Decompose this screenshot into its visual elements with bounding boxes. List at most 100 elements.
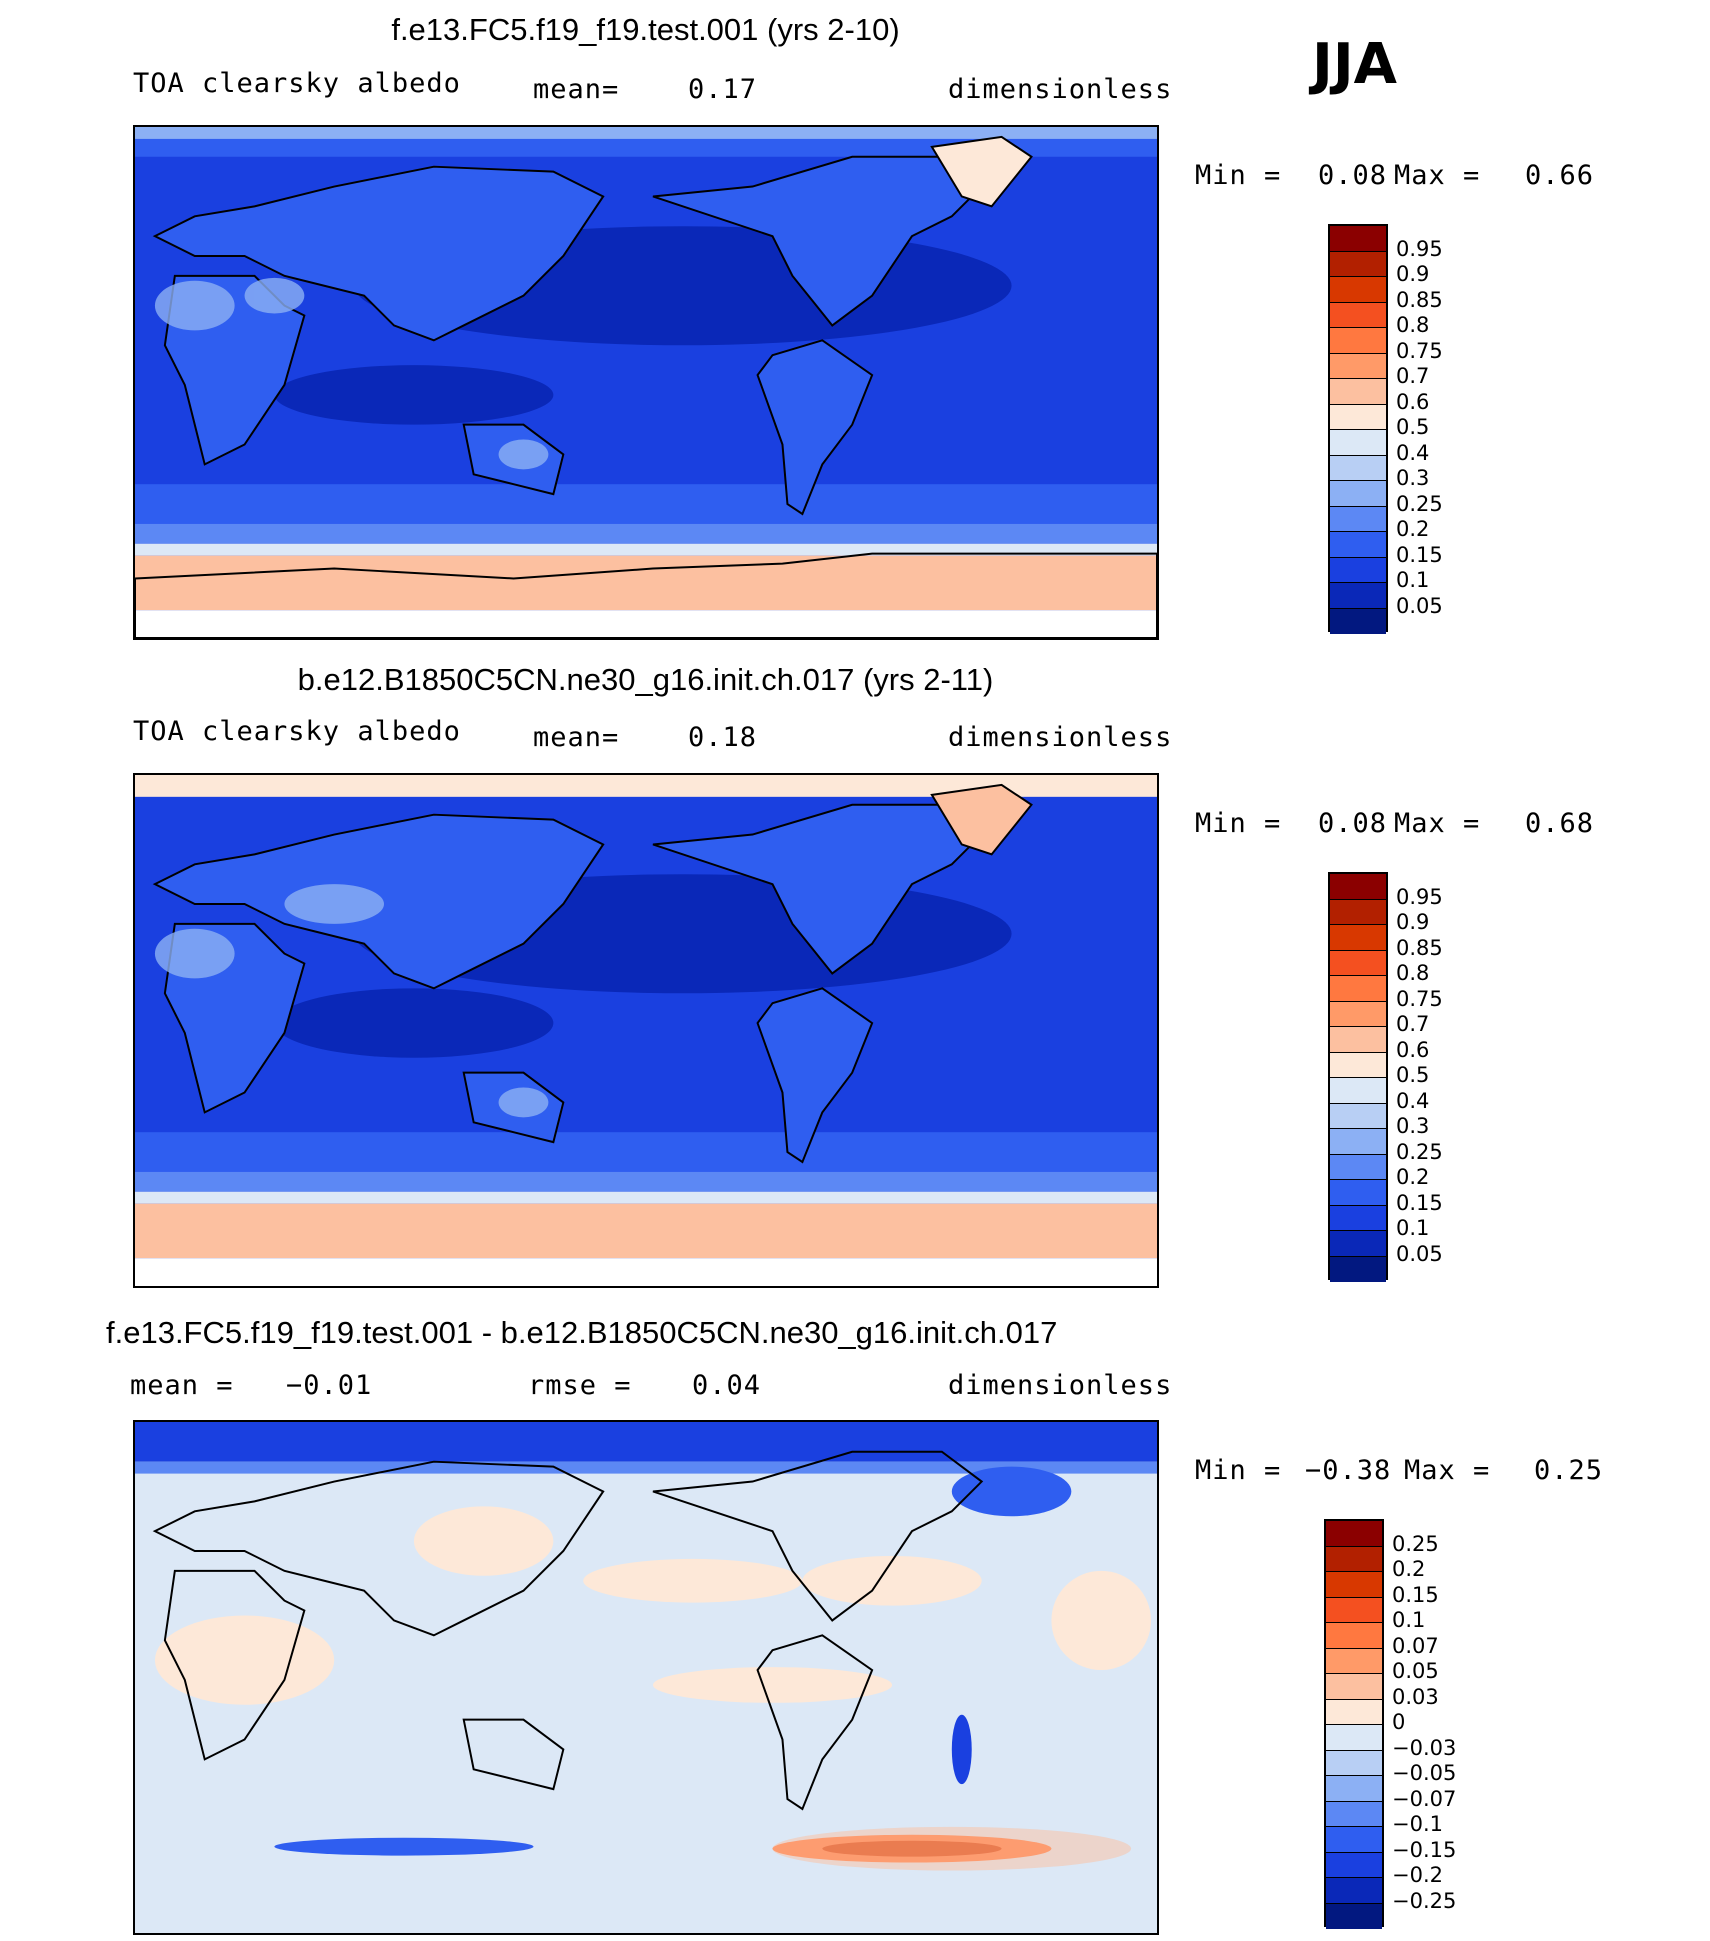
colorbar-box xyxy=(1326,1597,1382,1623)
colorbar-tick-label: 0.5 xyxy=(1396,1063,1430,1087)
panel-1-map xyxy=(133,125,1159,640)
colorbar-box xyxy=(1326,1674,1382,1700)
colorbar-box xyxy=(1326,1903,1382,1929)
colorbar-box xyxy=(1330,506,1386,532)
colorbar-tick-label: −0.07 xyxy=(1392,1786,1457,1811)
colorbar-tick-label: 0.25 xyxy=(1392,1531,1439,1556)
colorbar-tick-label: 0.95 xyxy=(1396,884,1443,909)
colorbar-tick-label: 0.4 xyxy=(1396,440,1430,465)
colorbar-tick-label: 0.8 xyxy=(1396,961,1430,985)
colorbar-tick-label: −0.15 xyxy=(1392,1837,1457,1862)
colorbar-box xyxy=(1326,1827,1382,1853)
panel-2-mean-value: 0.18 xyxy=(688,722,758,753)
panel-3-max-label: Max = xyxy=(1404,1455,1491,1486)
panel-1-colorbar xyxy=(1328,224,1388,634)
colorbar-tick-label: 0.05 xyxy=(1396,593,1443,618)
colorbar-tick-label: 0.3 xyxy=(1396,1114,1430,1138)
colorbar-tick-label: 0 xyxy=(1392,1710,1406,1734)
colorbar-tick-label: 0.2 xyxy=(1396,1165,1430,1189)
colorbar-box xyxy=(1330,874,1386,900)
colorbar-tick-label: −0.03 xyxy=(1392,1735,1457,1760)
colorbar-tick-label: 0.15 xyxy=(1396,542,1443,567)
colorbar-box xyxy=(1330,1205,1386,1231)
colorbar-tick-label: 0.3 xyxy=(1396,466,1430,490)
panel-1-field-label: TOA clearsky albedo xyxy=(133,68,461,99)
colorbar-tick-label: 0.7 xyxy=(1396,364,1430,388)
colorbar-tick-label: 0.6 xyxy=(1396,1037,1430,1062)
panel-3-map xyxy=(133,1420,1159,1935)
colorbar-tick-label: 0.25 xyxy=(1396,491,1443,516)
colorbar-box xyxy=(1330,608,1386,634)
colorbar-box xyxy=(1330,455,1386,481)
colorbar-box xyxy=(1330,226,1386,252)
panel-3-mean-value: −0.01 xyxy=(286,1370,373,1401)
colorbar-tick-label: 0.1 xyxy=(1392,1608,1426,1632)
panel-1-min-label: Min = xyxy=(1195,160,1282,191)
colorbar-box xyxy=(1326,1521,1382,1547)
panel-3-title: f.e13.FC5.f19_f19.test.001 - b.e12.B1850… xyxy=(106,1315,1058,1350)
colorbar-tick-label: 0.7 xyxy=(1396,1012,1430,1036)
colorbar-tick-label: −0.1 xyxy=(1392,1812,1443,1836)
colorbar-tick-label: 0.5 xyxy=(1396,415,1430,439)
colorbar-tick-label: 0.15 xyxy=(1392,1582,1439,1607)
colorbar-tick-label: 0.75 xyxy=(1396,986,1443,1011)
panel-1-min-value: 0.08 xyxy=(1318,160,1388,191)
colorbar-tick-label: −0.05 xyxy=(1392,1761,1457,1785)
colorbar-box xyxy=(1330,557,1386,583)
colorbar-tick-label: −0.25 xyxy=(1392,1888,1457,1913)
colorbar-box xyxy=(1326,1572,1382,1598)
panel-1-mean-value: 0.17 xyxy=(688,74,758,105)
colorbar-tick-label: 0.03 xyxy=(1392,1684,1439,1709)
colorbar-box xyxy=(1330,481,1386,507)
colorbar-box xyxy=(1326,1852,1382,1878)
panel-3-mean-label: mean = xyxy=(130,1370,234,1401)
colorbar-tick-label: 0.4 xyxy=(1396,1088,1430,1113)
colorbar-box xyxy=(1326,1801,1382,1827)
colorbar-box xyxy=(1330,1154,1386,1180)
colorbar-box xyxy=(1326,1750,1382,1776)
colorbar-box xyxy=(1330,404,1386,430)
colorbar-box xyxy=(1330,1078,1386,1104)
panel-2-units: dimensionless xyxy=(948,722,1173,753)
colorbar-box xyxy=(1330,1180,1386,1206)
colorbar-box xyxy=(1330,251,1386,277)
colorbar-box xyxy=(1330,1001,1386,1027)
colorbar-tick-label: 0.25 xyxy=(1396,1139,1443,1164)
colorbar-box xyxy=(1330,532,1386,558)
colorbar-tick-label: −0.2 xyxy=(1392,1863,1443,1887)
season-label: JJA xyxy=(1312,32,1398,97)
colorbar-box xyxy=(1330,950,1386,976)
panel-3-colorbar xyxy=(1324,1519,1384,1929)
panel-2-mean-label: mean= xyxy=(533,722,620,753)
panel-2-map xyxy=(133,773,1159,1288)
panel-1-mean-label: mean= xyxy=(533,74,620,105)
colorbar-tick-label: 0.05 xyxy=(1392,1659,1439,1683)
colorbar-box xyxy=(1330,328,1386,354)
colorbar-box xyxy=(1330,379,1386,405)
panel-2-max-label: Max = xyxy=(1394,808,1481,839)
colorbar-box xyxy=(1326,1878,1382,1904)
colorbar-tick-label: 0.9 xyxy=(1396,910,1430,934)
colorbar-box xyxy=(1330,430,1386,456)
colorbar-box xyxy=(1330,1027,1386,1053)
colorbar-box xyxy=(1326,1699,1382,1725)
colorbar-box xyxy=(1330,1103,1386,1129)
panel-1-max-label: Max = xyxy=(1394,160,1481,191)
colorbar-tick-label: 0.85 xyxy=(1396,935,1443,960)
colorbar-tick-label: 0.95 xyxy=(1396,236,1443,261)
panel-2-min-label: Min = xyxy=(1195,808,1282,839)
colorbar-box xyxy=(1330,899,1386,925)
panel-3-min-label: Min = xyxy=(1195,1455,1282,1486)
panel-2-title: b.e12.B1850C5CN.ne30_g16.init.ch.017 (yr… xyxy=(297,662,994,697)
colorbar-box xyxy=(1330,1231,1386,1257)
panel-3-units: dimensionless xyxy=(948,1370,1173,1401)
colorbar-box xyxy=(1330,583,1386,609)
colorbar-box xyxy=(1330,1256,1386,1282)
colorbar-box xyxy=(1330,925,1386,951)
colorbar-tick-label: 0.15 xyxy=(1396,1190,1443,1215)
panel-1-title: f.e13.FC5.f19_f19.test.001 (yrs 2-10) xyxy=(391,12,900,47)
panel-3-min-value: −0.38 xyxy=(1305,1455,1392,1486)
colorbar-box xyxy=(1326,1776,1382,1802)
panel-3-rmse-value: 0.04 xyxy=(692,1370,762,1401)
colorbar-box xyxy=(1326,1648,1382,1674)
